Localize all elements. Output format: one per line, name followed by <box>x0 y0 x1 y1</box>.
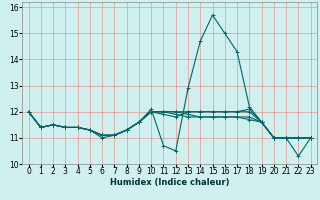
X-axis label: Humidex (Indice chaleur): Humidex (Indice chaleur) <box>110 178 229 187</box>
